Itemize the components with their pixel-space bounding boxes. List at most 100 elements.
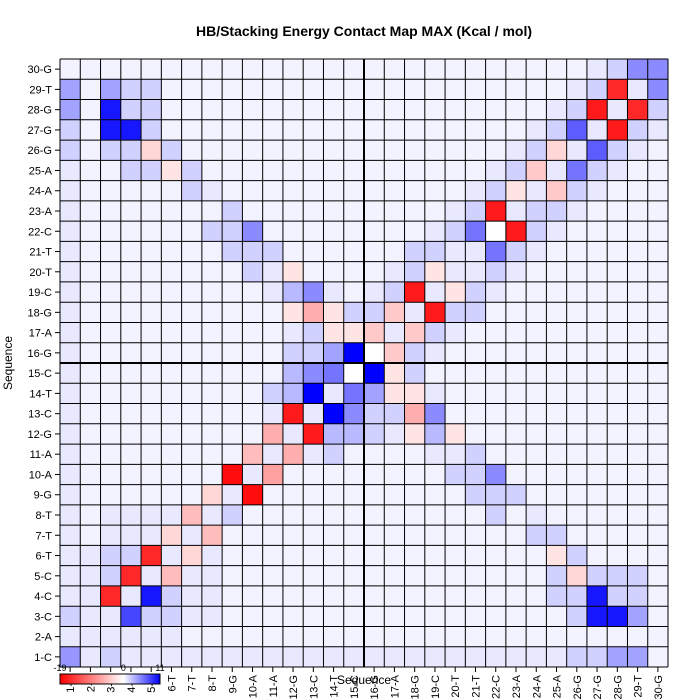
heatmap-cell	[181, 261, 202, 282]
heatmap-cell	[546, 646, 567, 667]
heatmap-cell	[222, 241, 243, 262]
heatmap-cell	[262, 565, 283, 586]
heatmap-cell	[60, 423, 81, 445]
heatmap-cell	[627, 606, 648, 627]
heatmap-cell	[161, 585, 182, 607]
heatmap-cell	[465, 606, 486, 627]
heatmap-cell	[647, 444, 668, 465]
heatmap-cell	[364, 444, 385, 465]
heatmap-cell	[404, 626, 425, 647]
heatmap-cell	[262, 99, 283, 120]
heatmap-cell	[222, 261, 243, 282]
heatmap-cell	[201, 59, 223, 80]
heatmap-cell	[343, 241, 364, 262]
heatmap-cell	[80, 403, 101, 424]
heatmap-cell	[607, 646, 628, 667]
heatmap-cell	[80, 383, 101, 404]
heatmap-cell	[526, 99, 547, 120]
heatmap-cell	[100, 140, 121, 161]
heatmap-cell	[100, 525, 121, 546]
x-tick-label: 30-G	[653, 675, 665, 699]
heatmap-cell	[647, 585, 668, 607]
heatmap-cell	[161, 261, 182, 282]
heatmap-cell	[485, 160, 506, 181]
heatmap-cell	[647, 160, 668, 181]
heatmap-cell	[526, 200, 547, 222]
heatmap-cell	[60, 140, 81, 161]
heatmap-cell	[505, 383, 527, 404]
y-tick-label: 27-G	[28, 125, 52, 137]
heatmap-cell	[445, 322, 466, 343]
heatmap-cell	[424, 606, 446, 627]
heatmap-cell	[424, 180, 446, 201]
x-tick-label: 8-T	[207, 675, 219, 692]
heatmap-cell	[364, 423, 385, 445]
heatmap-cell	[546, 180, 567, 201]
heatmap-cell	[465, 646, 486, 667]
colorbar-tick-label: 11	[155, 663, 164, 673]
x-tick-label: 14-T	[329, 675, 341, 698]
heatmap-cell	[647, 221, 668, 242]
heatmap-cell	[465, 363, 486, 384]
heatmap-cell	[222, 140, 243, 161]
heatmap-cell	[384, 241, 405, 262]
heatmap-cell	[526, 302, 547, 323]
heatmap-cell	[343, 484, 364, 505]
heatmap-cell	[445, 180, 466, 201]
heatmap-cell	[262, 646, 283, 667]
heatmap-cell	[201, 504, 223, 526]
heatmap-cell	[60, 342, 81, 363]
heatmap-cell	[627, 504, 648, 526]
heatmap-cell	[445, 302, 466, 323]
heatmap-cell	[566, 140, 587, 161]
heatmap-cell	[627, 444, 648, 465]
heatmap-cell	[222, 342, 243, 363]
heatmap-cell	[526, 241, 547, 262]
heatmap-cell	[323, 281, 344, 303]
heatmap-cell	[424, 241, 446, 262]
heatmap-cell	[546, 383, 567, 404]
heatmap-cell	[60, 99, 81, 120]
heatmap-cell	[445, 281, 466, 303]
heatmap-cell	[323, 200, 344, 222]
heatmap-cell	[141, 302, 162, 323]
heatmap-cell	[141, 606, 162, 627]
heatmap-cell	[201, 322, 223, 343]
heatmap-cell	[404, 606, 425, 627]
heatmap-cell	[526, 383, 547, 404]
y-tick-label: 15-C	[28, 368, 52, 380]
x-tick-label: 23-A	[511, 674, 523, 698]
heatmap-cell	[303, 423, 324, 445]
heatmap-cell	[303, 342, 324, 363]
heatmap-cell	[364, 383, 385, 404]
y-tick-label: 19-C	[28, 287, 52, 299]
heatmap-cell	[607, 59, 628, 80]
heatmap-cell	[343, 525, 364, 546]
heatmap-cell	[181, 200, 202, 222]
heatmap-cell	[647, 403, 668, 424]
heatmap-cell	[282, 626, 304, 647]
heatmap-cell	[120, 403, 142, 424]
heatmap-cell	[181, 79, 202, 100]
heatmap-cell	[60, 180, 81, 201]
heatmap-cell	[303, 241, 324, 262]
heatmap-cell	[607, 200, 628, 222]
y-tick-label: 3-C	[34, 611, 52, 623]
heatmap-cell	[607, 342, 628, 363]
heatmap-cell	[424, 646, 446, 667]
x-tick-label: 11-A	[268, 674, 280, 697]
x-tick-label: 12-G	[288, 675, 300, 699]
heatmap-cell	[384, 626, 405, 647]
heatmap-cell	[364, 59, 385, 80]
heatmap-cell	[404, 221, 425, 242]
heatmap-cell	[282, 261, 304, 282]
heatmap-cell	[586, 160, 608, 181]
heatmap-cell	[485, 423, 506, 445]
heatmap-cell	[282, 444, 304, 465]
heatmap-cell	[323, 484, 344, 505]
heatmap-cell	[465, 464, 486, 485]
heatmap-cell	[404, 261, 425, 282]
heatmap-cell	[181, 59, 202, 80]
heatmap-cell	[161, 302, 182, 323]
heatmap-cell	[465, 241, 486, 262]
